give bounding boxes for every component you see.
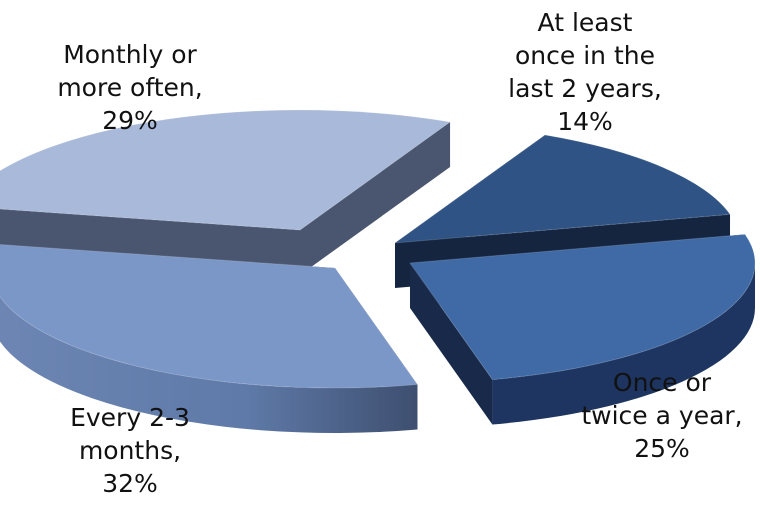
slice-label-monthly-or-more: Monthly or more often, 29% — [57, 40, 203, 135]
slice-label-at-least-2-years: At least once in the last 2 years, 14% — [508, 8, 662, 136]
slice-every-2-3-months — [0, 244, 419, 433]
slice-once-or-twice-a-year — [409, 233, 756, 425]
slice-label-every-2-3-months: Every 2-3 months, 32% — [70, 403, 190, 498]
slice-label-once-or-twice-a-year: Once or twice a year, 25% — [581, 368, 743, 463]
